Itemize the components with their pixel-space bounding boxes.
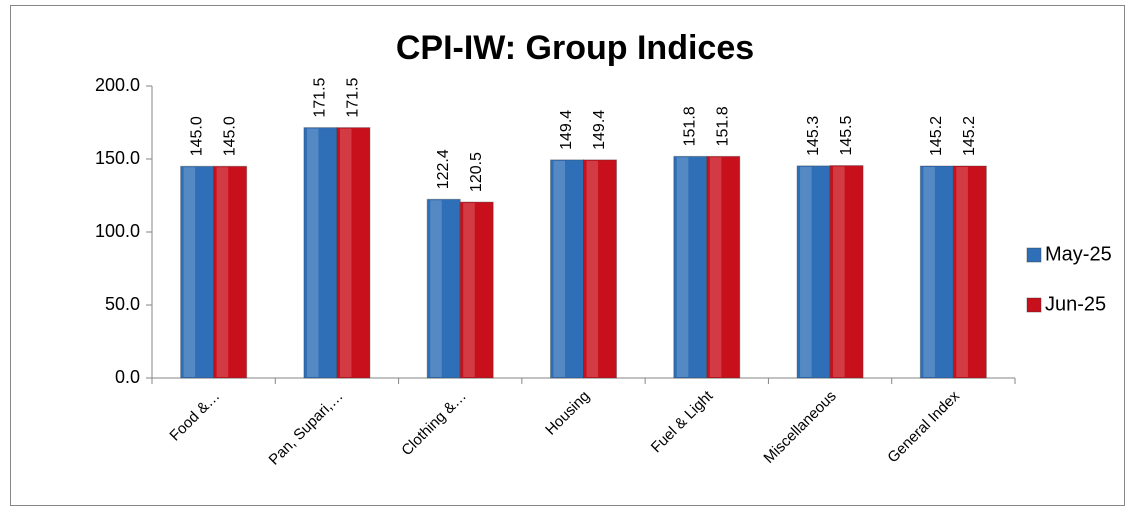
bar (829, 165, 864, 379)
data-label: 151.8 (682, 106, 699, 146)
legend-label: Jun-25 (1045, 293, 1106, 315)
data-label: 145.3 (805, 116, 822, 156)
y-tick-label: 0.0 (115, 367, 140, 387)
bar-highlight (339, 128, 352, 377)
data-label: 171.5 (312, 77, 329, 117)
bar (919, 165, 954, 379)
data-label: 120.5 (468, 152, 485, 192)
legend-swatch (1026, 297, 1042, 313)
bar-highlight (923, 167, 935, 377)
data-label: 149.4 (558, 110, 575, 150)
bar-highlight (183, 167, 196, 377)
bar (952, 165, 987, 379)
y-tick-label: 200.0 (95, 75, 140, 95)
bar (303, 127, 338, 379)
legend-label: May-25 (1045, 243, 1112, 265)
data-label: 145.5 (838, 115, 855, 155)
y-tick-label: 100.0 (95, 221, 140, 241)
data-label: 145.0 (221, 116, 238, 156)
data-label: 149.4 (591, 110, 608, 150)
y-tick-label: 150.0 (95, 148, 140, 168)
bar (426, 198, 461, 379)
bar (550, 159, 584, 379)
data-label: 145.2 (928, 116, 945, 156)
legend-swatch (1026, 247, 1042, 263)
bar-highlight (833, 166, 845, 377)
data-label: 171.5 (345, 77, 362, 117)
bar (213, 165, 248, 379)
bar-highlight (553, 160, 566, 377)
data-label: 145.2 (961, 116, 978, 156)
bar-highlight (463, 203, 475, 377)
bar-highlight (216, 167, 229, 377)
bar (706, 155, 741, 379)
bar-highlight (306, 128, 319, 377)
data-label: 151.8 (715, 106, 732, 146)
bar (336, 127, 371, 379)
bar (583, 159, 617, 379)
chart-title: CPI-IW: Group Indices (396, 29, 754, 67)
bar (180, 165, 215, 379)
bar-highlight (800, 166, 812, 377)
bar (459, 201, 494, 379)
bar-highlight (676, 157, 689, 377)
bar-highlight (709, 157, 722, 377)
data-label: 145.0 (188, 116, 205, 156)
y-tick-label: 50.0 (105, 294, 140, 314)
bar-highlight (586, 160, 599, 377)
data-label: 122.4 (435, 149, 452, 189)
bar-highlight (430, 200, 442, 377)
bar-highlight (956, 167, 968, 377)
